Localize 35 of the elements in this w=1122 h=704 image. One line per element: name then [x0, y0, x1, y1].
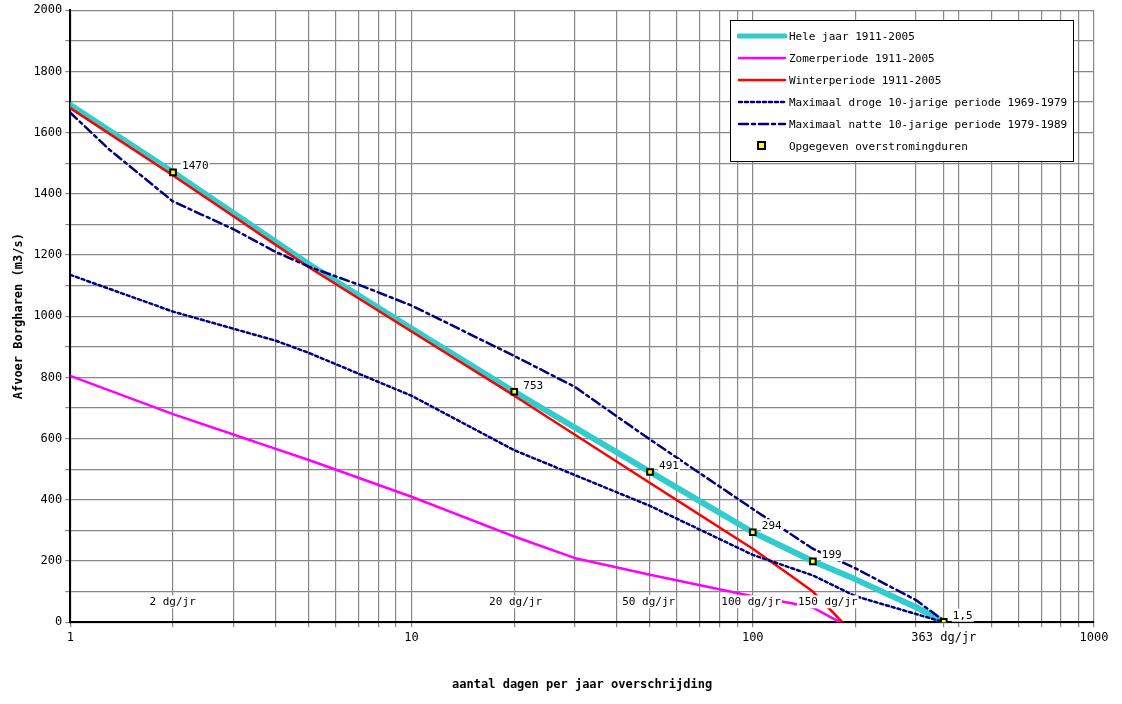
y-tick-label: 400 — [40, 491, 63, 506]
legend-label: Maximaal droge 10-jarige periode 1969-1979 — [789, 95, 1068, 109]
legend-label: Maximaal natte 10-jarige periode 1979-1989 — [789, 117, 1068, 131]
legend-label: Hele jaar 1911-2005 — [789, 29, 915, 43]
data-label: 753 — [523, 378, 544, 392]
data-label: 1,5 — [952, 608, 973, 622]
y-tick-label: 0 — [55, 614, 63, 629]
annotation: 2 dg/jr — [149, 595, 197, 609]
annotation: 20 dg/jr — [489, 595, 543, 609]
annotation: 100 dg/jr — [721, 595, 782, 609]
y-tick-label: 800 — [40, 369, 63, 384]
y-axis-title: Afvoer Borgharen (m3/s) — [11, 233, 26, 400]
y-tick-label: 1200 — [33, 247, 63, 262]
y-tick-label: 600 — [40, 430, 63, 445]
x-tick-label: 100 — [741, 629, 764, 644]
legend-label: Zomerperiode 1911-2005 — [789, 51, 935, 65]
y-tick-label: 1800 — [33, 63, 63, 78]
legend-label: Opgegeven overstromingduren — [789, 139, 968, 153]
data-label: 294 — [761, 519, 783, 533]
x-tick-label: 1 — [66, 629, 74, 644]
y-tick-label: 1600 — [33, 124, 63, 139]
legend-label: Winterperiode 1911-2005 — [789, 73, 942, 87]
x-tick-label: 1000 — [1079, 629, 1109, 644]
data-label: 1470 — [182, 159, 209, 173]
x-tick-label: 10 — [404, 629, 419, 644]
data-label: 491 — [659, 458, 679, 472]
data-label: 199 — [821, 548, 842, 562]
y-tick-label: 1400 — [33, 185, 63, 200]
x-axis-title: aantal dagen per jaar overschrijding — [452, 676, 713, 691]
y-tick-label: 200 — [40, 553, 63, 568]
y-tick-label: 1000 — [33, 308, 63, 323]
annotation: 50 dg/jr — [622, 595, 676, 609]
x-tick-label: 363 dg/jr — [911, 629, 977, 644]
annotation: 150 dg/jr — [798, 595, 859, 609]
y-tick-label: 2000 — [33, 2, 63, 17]
